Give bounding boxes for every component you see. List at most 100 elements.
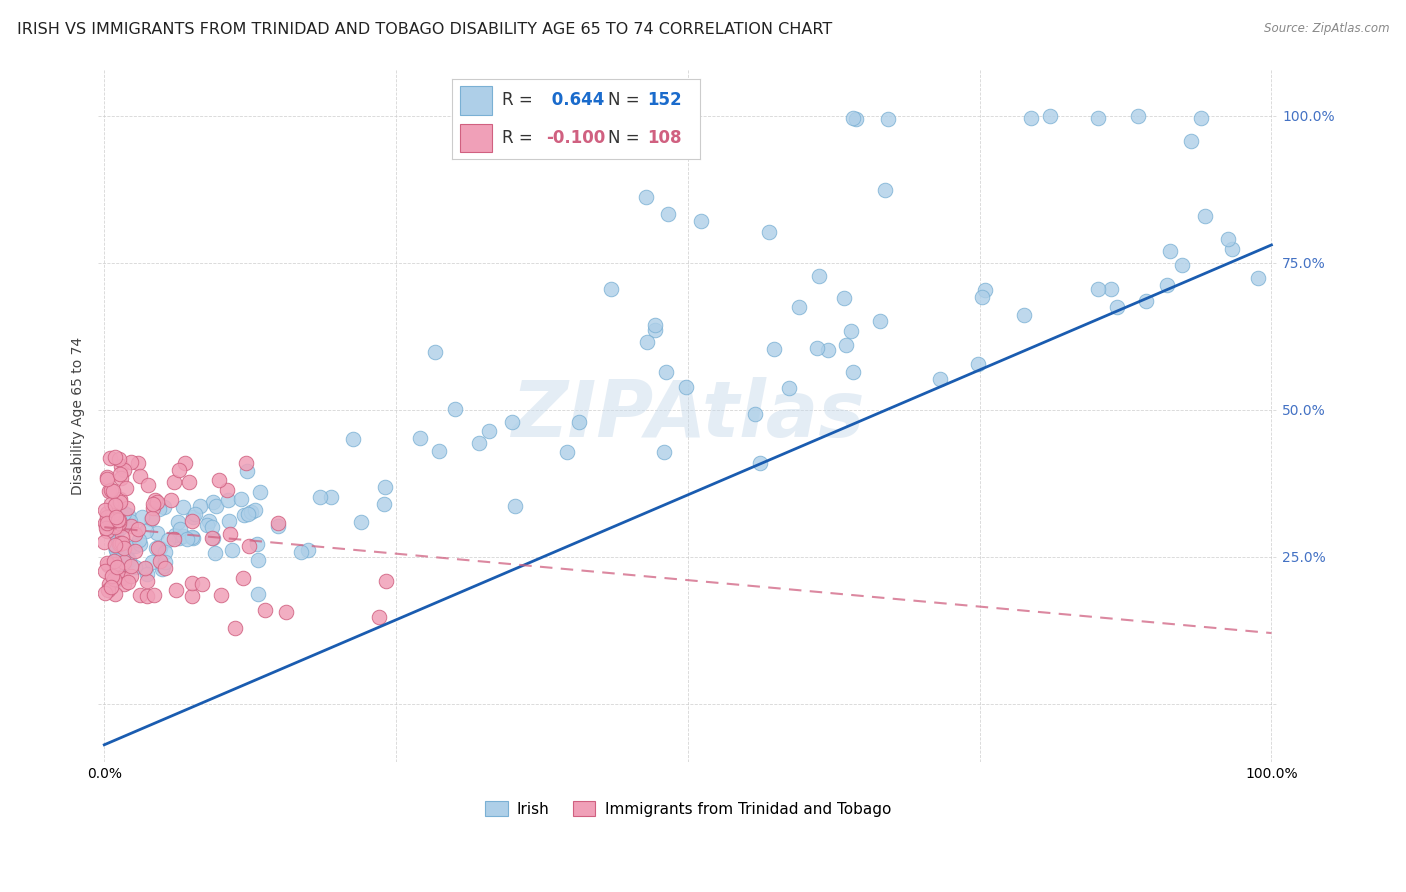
Point [145, 541, 167, 556]
Point [218, 514, 240, 528]
Point [117, 574, 139, 589]
Point [142, 497, 165, 511]
Point [143, 492, 166, 507]
Point [276, 605, 298, 619]
Point [112, 576, 135, 591]
Point [128, 468, 150, 483]
Point [1135, 293, 1157, 308]
Point [104, 538, 127, 552]
Point [111, 536, 134, 550]
Point [104, 566, 127, 580]
Point [657, 206, 679, 220]
Point [100, 516, 122, 531]
Point [201, 495, 224, 509]
Point [103, 587, 125, 601]
Point [100, 508, 122, 523]
Point [97, 483, 120, 498]
Point [204, 546, 226, 560]
Point [967, 357, 990, 371]
Point [974, 283, 997, 297]
Point [115, 481, 138, 495]
Point [202, 531, 225, 545]
Point [104, 527, 127, 541]
Point [873, 184, 896, 198]
Point [319, 490, 342, 504]
Point [120, 519, 142, 533]
Point [134, 561, 156, 575]
Point [231, 492, 253, 507]
Point [208, 473, 231, 487]
Point [104, 520, 127, 534]
Point [128, 588, 150, 602]
Point [148, 502, 170, 516]
Point [149, 554, 172, 568]
Point [842, 365, 865, 379]
Point [94, 516, 117, 531]
Point [127, 456, 149, 470]
Point [103, 572, 125, 586]
Point [131, 510, 153, 524]
Point [179, 475, 201, 490]
Point [112, 507, 135, 521]
Point [101, 568, 124, 582]
Point [180, 576, 202, 591]
Point [181, 515, 204, 529]
Point [115, 500, 138, 515]
Point [124, 559, 146, 574]
Point [104, 551, 127, 566]
Point [100, 497, 122, 511]
Point [1156, 277, 1178, 292]
Point [112, 555, 135, 569]
Point [111, 571, 134, 585]
Point [97, 582, 120, 597]
Point [839, 324, 862, 338]
Point [153, 555, 176, 569]
Point [127, 522, 149, 536]
Point [644, 318, 666, 333]
Point [600, 282, 623, 296]
Point [1189, 111, 1212, 125]
Point [159, 492, 181, 507]
Point [112, 541, 135, 555]
Point [778, 381, 800, 395]
Point [104, 557, 127, 571]
Point [105, 559, 128, 574]
Point [118, 541, 141, 555]
Point [817, 343, 839, 357]
Point [841, 112, 863, 126]
Point [235, 456, 257, 470]
Point [636, 190, 658, 204]
Point [108, 569, 131, 583]
Point [468, 436, 491, 450]
Point [94, 521, 117, 535]
Point [134, 562, 156, 576]
Point [111, 530, 134, 544]
Point [373, 497, 395, 511]
Point [100, 451, 122, 466]
Point [153, 560, 176, 574]
Point [94, 585, 117, 599]
Point [108, 567, 131, 582]
Point [156, 533, 179, 547]
Point [108, 536, 131, 550]
Point [172, 529, 194, 543]
Point [153, 545, 176, 559]
Point [425, 345, 447, 359]
Point [832, 291, 855, 305]
Point [249, 485, 271, 500]
Point [101, 483, 124, 498]
Point [246, 537, 269, 551]
Point [149, 541, 172, 556]
Text: Source: ZipAtlas.com: Source: ZipAtlas.com [1264, 22, 1389, 36]
Point [146, 525, 169, 540]
Point [835, 338, 858, 352]
Point [748, 456, 770, 470]
Point [350, 515, 373, 529]
Point [96, 557, 118, 571]
Point [143, 588, 166, 602]
Point [555, 444, 578, 458]
Point [141, 510, 163, 524]
Point [104, 498, 127, 512]
Point [787, 300, 810, 314]
Point [1087, 282, 1109, 296]
